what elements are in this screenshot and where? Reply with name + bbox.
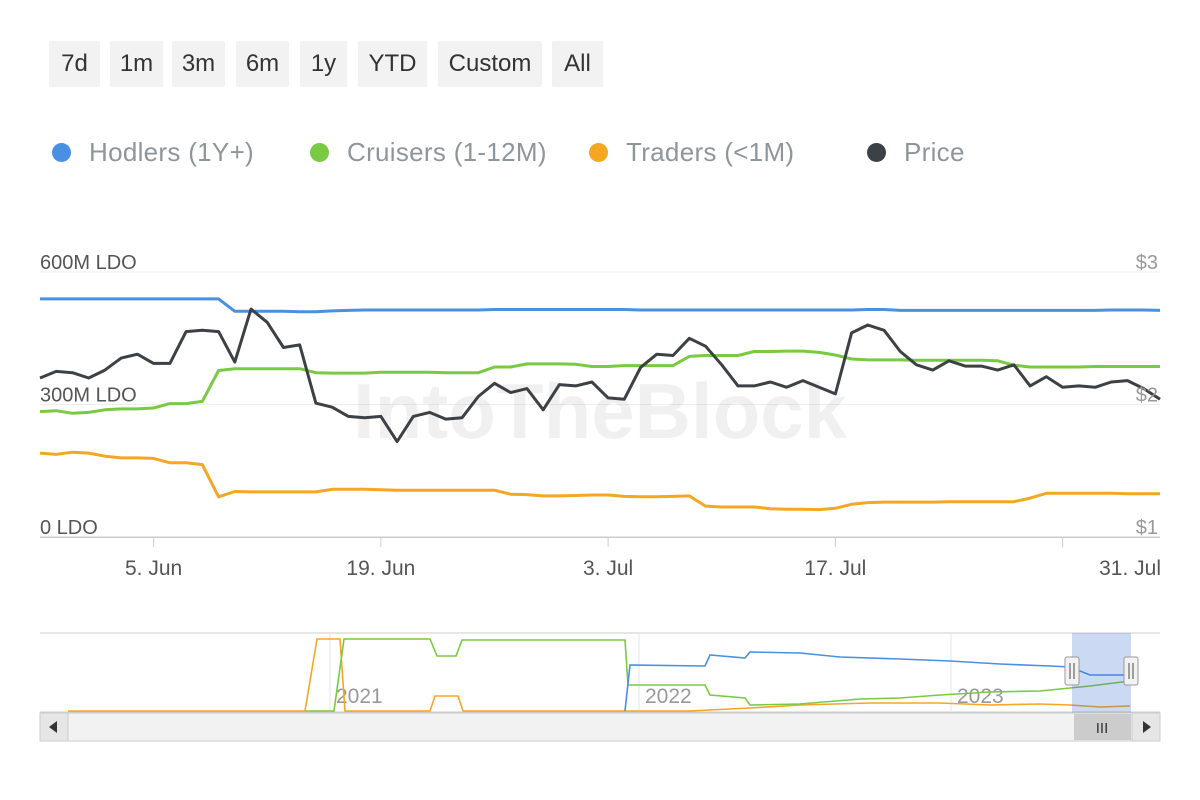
navigator-line-cruisers-1-12m <box>305 638 1131 712</box>
range-button-3m[interactable]: 3m <box>172 41 225 87</box>
main-chart: IntoTheBlock 600M LDO 300M LDO 0 LDO $3 $2 $1… <box>39 252 1161 580</box>
range-button-7d[interactable]: 7d <box>49 41 100 87</box>
range-button-all[interactable]: All <box>552 41 603 87</box>
navigator-left-handle[interactable] <box>1064 656 1080 686</box>
series-line-hodlers-1y <box>40 297 1161 314</box>
series-line-traders-1m <box>39 450 1160 512</box>
navigator-line-hodlers-1y <box>624 651 1130 712</box>
legend-marker-icon <box>310 142 329 162</box>
scrollbar-thumb[interactable]: III <box>1074 714 1131 740</box>
series-line-price <box>39 307 1161 444</box>
right-axis-label: $1 <box>1136 517 1158 539</box>
right-axis-label: $3 <box>1136 252 1158 274</box>
legend-item-cruisers-1-12m[interactable]: Cruisers (1-12M) <box>310 132 547 172</box>
legend-label: Price <box>904 136 965 167</box>
scroll-left-button[interactable] <box>39 712 69 742</box>
left-axis-label: 300M LDO <box>40 385 137 407</box>
x-tick-label: 17. Jul <box>804 557 866 580</box>
range-button-1y[interactable]: 1y <box>300 41 347 87</box>
legend-item-traders-1m[interactable]: Traders (<1M) <box>589 132 794 172</box>
navigator-year-label: 2023 <box>957 685 1004 708</box>
scroll-right-button[interactable] <box>1131 712 1161 742</box>
legend-item-hodlers-1y[interactable]: Hodlers (1Y+) <box>52 132 254 172</box>
left-axis-label: 0 LDO <box>40 517 98 539</box>
series-line-cruisers-1-12m <box>39 349 1160 415</box>
x-tick-label: 5. Jun <box>125 557 182 580</box>
legend-marker-icon <box>589 142 608 162</box>
range-button-6m[interactable]: 6m <box>236 41 289 87</box>
x-tick-label: 19. Jun <box>346 557 415 580</box>
scrollbar-track[interactable] <box>39 712 1161 742</box>
navigator-year-label: 2021 <box>336 685 383 708</box>
legend-item-price[interactable]: Price <box>867 132 965 172</box>
arrow-right-icon <box>1143 721 1151 733</box>
legend-label: Hodlers (1Y+) <box>89 136 255 167</box>
scrollbar-grip: III <box>1096 720 1109 737</box>
navigator-line-traders-1m <box>68 638 1131 712</box>
navigator[interactable]: 2021 2022 2023 III <box>0 625 1200 750</box>
x-tick-label: 31. Jul <box>1099 557 1161 580</box>
legend-marker-icon <box>52 142 71 162</box>
legend-label: Cruisers (1-12M) <box>347 136 547 167</box>
navigator-selection[interactable] <box>1072 633 1131 713</box>
legend-label: Traders (<1M) <box>626 136 795 167</box>
legend-marker-icon <box>867 142 886 162</box>
range-button-ytd[interactable]: YTD <box>358 41 427 87</box>
x-tick-label: 3. Jul <box>583 557 633 580</box>
navigator-right-handle[interactable] <box>1123 656 1139 686</box>
right-axis-label: $2 <box>1136 385 1158 407</box>
navigator-year-label: 2022 <box>645 685 692 708</box>
left-axis-label: 600M LDO <box>40 252 137 274</box>
range-button-1m[interactable]: 1m <box>110 41 163 87</box>
range-button-custom[interactable]: Custom <box>438 41 542 87</box>
arrow-left-icon <box>49 721 57 733</box>
watermark-text: IntoTheBlock <box>353 367 848 455</box>
